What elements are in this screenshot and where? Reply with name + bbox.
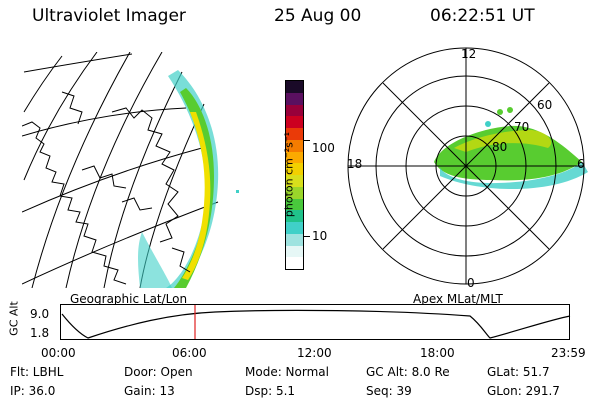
colorbar-tick-10 (304, 236, 310, 237)
orbit-altitude-plot (60, 304, 571, 340)
orbit-xtick-0000: 00:00 (41, 346, 76, 360)
polar-aurora (434, 107, 588, 190)
param-ip: IP: 36.0 (10, 384, 56, 398)
colorbar-segment (286, 198, 303, 211)
polar-grid (347, 47, 585, 285)
color-scale-bar (285, 80, 304, 270)
colorbar-segment (286, 92, 303, 105)
image-date: 25 Aug 00 (274, 6, 362, 26)
param-gc-alt: GC Alt: 8.0 Re (366, 365, 450, 379)
colorbar-segment (286, 128, 303, 140)
param-seq: Seq: 39 (366, 384, 412, 398)
colorbar-segment (286, 257, 303, 269)
colorbar-segment (286, 104, 303, 117)
colorbar-segment (286, 151, 303, 164)
mlt-label-6: 6 (577, 157, 585, 171)
instrument-title: Ultraviolet Imager (32, 6, 186, 26)
map-grid (22, 52, 219, 288)
orbit-ylabel: GC Alt (7, 301, 21, 336)
colorbar-segment (286, 186, 303, 199)
polar-plot (347, 47, 588, 285)
mlt-label-12: 12 (461, 47, 477, 61)
colorbar-segment (286, 245, 303, 258)
colorbar-tick-100 (304, 140, 310, 141)
mlat-label-60: 60 (537, 98, 553, 112)
mlt-label-0: 0 (467, 276, 475, 290)
aurora-oval (138, 70, 219, 288)
param-dsp: Dsp: 5.1 (245, 384, 296, 398)
geographic-map (22, 52, 254, 288)
orbit-altitude-curve (61, 309, 571, 339)
param-door: Door: Open (124, 365, 193, 379)
orbit-xtick-0600: 06:00 (172, 346, 207, 360)
image-time: 06:22:51 UT (430, 6, 535, 26)
mlat-label-80: 80 (492, 140, 508, 154)
colorbar-tick-label-10: 10 (312, 229, 328, 243)
param-mode: Mode: Normal (245, 365, 329, 379)
colorbar-segment (286, 222, 303, 234)
apex-label: Apex MLat/MLT (413, 292, 503, 306)
coastline (22, 91, 191, 285)
geographic-label: Geographic Lat/Lon (70, 292, 188, 306)
orbit-xtick-2359: 23:59 (551, 346, 586, 360)
colorbar-segment (286, 210, 303, 222)
param-filter: Flt: LBHL (10, 365, 64, 379)
color-scale-unit-label: photon cm⁻²s⁻¹ (282, 131, 296, 218)
colorbar-tick-label-100: 100 (312, 141, 335, 155)
mlat-label-70: 70 (514, 120, 530, 134)
orbit-ytick-low: 1.8 (30, 326, 50, 340)
param-glat: GLat: 51.7 (487, 365, 550, 379)
colorbar-segment (286, 81, 303, 93)
colorbar-segment (286, 175, 303, 187)
orbit-xtick-1200: 12:00 (297, 346, 332, 360)
colorbar-segment (286, 139, 303, 152)
colorbar-segment (286, 233, 303, 246)
orbit-ytick-high: 9.0 (30, 307, 50, 321)
param-gain: Gain: 13 (124, 384, 175, 398)
param-glon: GLon: 291.7 (487, 384, 560, 398)
colorbar-segment (286, 116, 303, 128)
colorbar-segment (286, 163, 303, 175)
mlt-label-18: 18 (347, 157, 363, 171)
orbit-xtick-1800: 18:00 (420, 346, 455, 360)
